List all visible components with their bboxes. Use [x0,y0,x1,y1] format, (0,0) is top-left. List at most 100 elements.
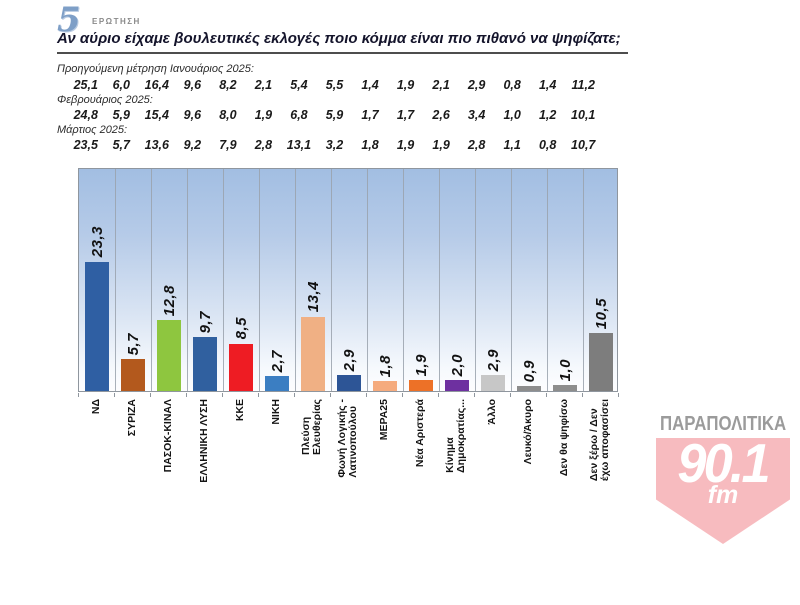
category-label-Φωνή Λογικής - Λατινοπούλου: Φωνή Λογικής - Λατινοπούλου [336,399,359,478]
category-label-box: Άλλο [474,399,510,549]
bar-value-label-box: 10,5 [583,298,619,329]
measurement-value: 2,8 [467,138,486,152]
measurement-value: 5,9 [112,108,130,122]
measurement-value: 9,6 [183,108,202,122]
category-label-ΚΚΕ: ΚΚΕ [233,399,246,422]
category-label-Πλεύση Ελευθερίας: Πλεύση Ελευθερίας [300,399,323,455]
radio-frequency: 90.1 [677,432,771,494]
bar-value-label: 13,4 [304,281,322,313]
bar-value-label-box: 12,8 [151,285,187,316]
measurement-value: 13,1 [286,138,312,152]
measurement-value: 6,0 [112,78,130,92]
bar-value-label: 10,5 [592,297,610,329]
gridline [150,169,152,391]
measurement-value: 10,7 [571,138,596,152]
axis-tick [222,393,223,397]
category-label-ΜΕΡΑ25: ΜΕΡΑ25 [377,399,390,441]
measurement-value: 1,4 [538,78,557,92]
bar-Άλλο [481,374,505,391]
measurement-value: 1,2 [538,108,557,122]
category-label-Άλλο: Άλλο [485,399,498,425]
axis-tick [510,393,511,397]
bar-Λευκό/Άκυρο [517,386,541,391]
measurement-value: 5,5 [325,78,344,92]
gridline [546,169,548,391]
measurement-value: 1,7 [361,108,379,122]
gridline [510,169,512,391]
measurement-label-february: Φεβρουάριος 2025: [57,94,153,106]
gridline [258,169,260,391]
axis-tick [258,393,259,397]
bar-value-label-box: 2,9 [331,349,367,371]
measurement-value: 6,8 [290,108,308,122]
bar-value-label: 2,9 [484,348,502,371]
measurement-value: 2,9 [467,78,486,92]
gridline [474,169,476,391]
bar-value-label: 1,8 [376,354,394,378]
measurement-value: 2,6 [432,108,450,122]
question-number: 5 [57,0,81,40]
gridline [186,169,188,391]
bar-Κίνημα Δημοκρατίας... [445,379,469,391]
axis-tick [546,393,547,397]
bar-value-label: 12,8 [160,284,178,316]
bar-value-label: 5,7 [124,333,142,356]
category-label-box: ΚΚΕ [222,399,258,549]
radio-fm-label: fm [707,481,739,509]
bar-value-label: 2,7 [268,349,286,373]
bar-value-label: 1,9 [412,354,430,377]
category-label-box: ΕΛΛΗΝΙΚΗ ΛΥΣΗ [186,399,222,549]
bar-ΝΙΚΗ [265,376,289,391]
measurement-values-january: 25,1 6,0 16,4 9,6 8,2 2,1 5,4 5,5 1,4 1,9 2,1 2,9 0,… [68,78,601,92]
axis-tick [294,393,295,397]
measurement-value: 1,9 [396,78,415,92]
gridline [402,169,404,391]
category-label-box: Δεν ξέρω / Δεν έχω αποφασίσει [582,399,618,549]
measurement-values-march: 23,5 5,7 13,6 9,2 7,9 2,8 13,1 3,2 1,8 1,9 1,9 2,8 1… [68,138,601,152]
measurement-value: 1,0 [503,108,521,122]
axis-tick [78,393,79,397]
axis-tick [474,393,475,397]
measurement-value: 1,9 [254,108,273,122]
gridline [294,169,296,391]
bar-ΝΔ [85,261,109,391]
bar-Δεν θα ψηφίσω [553,385,577,391]
measurement-value: 2,8 [254,138,273,152]
measurement-value: 7,9 [219,138,237,152]
bar-value-label-box: 13,4 [295,281,331,312]
category-label-Κίνημα Δημοκρατίας...: Κίνημα Δημοκρατίας... [444,399,467,473]
measurement-value: 1,7 [396,108,415,122]
measurement-values-february: 24,8 5,9 15,4 9,6 8,0 1,9 6,8 5,9 1,7 1,7 2,6 3,4 1,… [68,108,601,122]
category-label-box: ΠΑΣΟΚ-ΚΙΝΑΛ [150,399,186,549]
axis-tick [114,393,115,397]
radio-shield-badge: 90.1 fm [656,438,790,544]
bar-value-label: 8,5 [232,317,250,340]
question-word-label: ΕΡΩΤΗΣΗ [92,17,141,26]
measurement-value: 5,4 [290,78,308,92]
measurement-value: 3,4 [467,108,486,122]
axis-tick [186,393,187,397]
x-axis-ticks [78,393,619,397]
bar-ΚΚΕ [229,343,253,391]
bar-value-label-box: 23,3 [79,226,115,257]
axis-tick [438,393,439,397]
bar-value-label-box: 9,7 [187,311,223,333]
bar-value-label-box: 1,8 [367,355,403,377]
gridline [582,169,584,391]
measurement-value: 2,1 [432,78,450,92]
measurement-value: 9,2 [183,138,202,152]
measurement-value: 5,9 [325,108,344,122]
radio-brand-text: ΠΑΡΑΠΟΛΙΤΙΚΑ [660,413,787,435]
category-labels: ΝΔ ΣΥΡΙΖΑ ΠΑΣΟΚ-ΚΙΝΑΛ ΕΛΛΗΝΙΚΗ ΛΥΣΗ ΚΚΕ ΝΙΚΗ Π… [78,399,618,549]
measurement-label-january: Προηγούμενη μέτρηση Ιανουάριος 2025: [57,63,254,75]
axis-tick [618,393,619,397]
axis-tick [150,393,151,397]
bar-value-label: 2,9 [340,348,358,371]
bar-ΜΕΡΑ25 [373,381,397,391]
gridline [330,169,332,391]
measurement-value: 13,6 [144,138,169,152]
measurement-value: 8,2 [219,78,237,92]
bar-value-label: 1,0 [556,359,574,382]
category-label-box: Κίνημα Δημοκρατίας... [438,399,474,549]
bar-Νέα Αριστερά [409,380,433,391]
